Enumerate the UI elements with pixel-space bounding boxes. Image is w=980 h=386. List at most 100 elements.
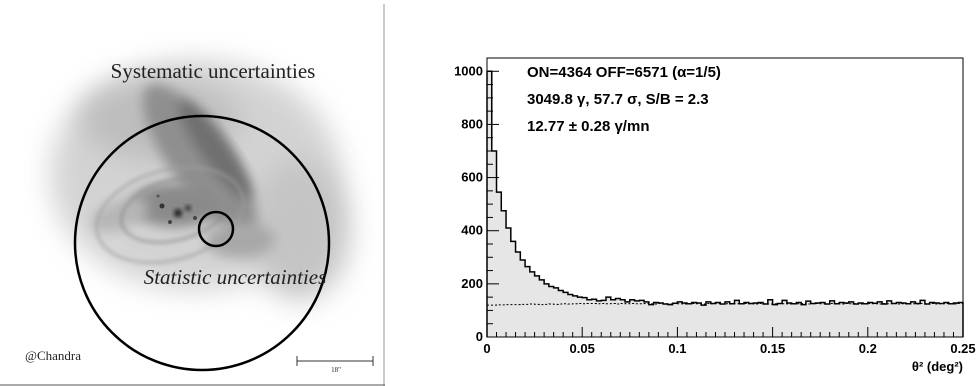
histogram-bin [667,304,674,337]
stats-box: ON=4364 OFF=6571 (α=1/5) 3049.8 γ, 57.7 … [527,64,721,135]
histogram-bin [725,301,731,337]
nebula-panel: Systematic uncertainties Statistic uncer… [0,0,385,386]
histogram-bin [691,302,697,337]
histogram-bin [644,301,650,337]
histogram-bin [586,299,593,337]
histogram-bin [815,302,821,337]
histogram-bin [639,300,645,337]
histogram-bin [939,303,945,337]
x-tick-label: 0.05 [570,341,595,356]
histogram-bin [782,300,788,337]
histogram-bin [763,304,769,337]
x-tick-label: 0.1 [668,341,686,356]
x-axis-title: θ² (deg²) [912,359,963,374]
systematic-circle [73,114,331,372]
histogram-bin [824,304,831,337]
histogram-bin [648,304,654,337]
y-tick-label: 400 [461,223,483,238]
histogram-bin [539,279,545,337]
histogram-bin [491,151,497,337]
histogram-bin [567,294,574,337]
histogram-bin [534,275,540,337]
histogram-bin [886,300,892,337]
histogram-bin [715,302,721,337]
on-source-histogram-line [486,70,964,337]
histogram-bin [601,300,607,337]
histogram-bin [748,303,754,337]
scale-bar: 18" [296,356,374,374]
histogram-bin [801,304,807,337]
scale-bar-label: 18" [331,366,341,374]
histogram-bin [924,304,931,337]
histogram-bin [810,303,816,337]
histogram-bin [758,302,764,337]
chandra-credit: @Chandra [25,348,81,363]
histogram-bin [525,266,531,337]
histogram-bin [791,303,797,337]
histogram-bin [582,297,588,337]
histogram-bin [744,302,750,337]
histogram-bin [834,303,840,337]
histogram-bin [596,300,602,337]
histogram-bin [915,303,921,337]
histogram-bin [839,302,845,337]
histogram-bin [848,301,854,337]
histogram-bin [777,303,783,337]
nebula-image [50,60,350,300]
y-axis: 0 200 400 600 800 1000 [454,57,499,344]
histogram-bin [934,302,940,337]
x-tick-label: 0 [483,341,490,356]
histogram-bin [943,302,950,337]
histogram-bin [510,241,516,337]
histogram-bin [739,303,745,337]
histogram-bin [772,304,778,337]
stats-line-1: ON=4364 OFF=6571 (α=1/5) [527,64,721,81]
histogram-bin [705,301,712,337]
histogram-bin [677,301,683,337]
x-tick-label: 0.2 [859,341,877,356]
histogram-bin [625,301,631,337]
histogram-bin [701,305,707,337]
histogram-bin [672,303,678,337]
histogram-bin [901,302,907,337]
histogram-bin [553,287,559,337]
histogram-bin [520,259,526,337]
y-tick-label: 1000 [454,63,483,78]
histogram-bin [929,302,935,337]
histogram-bin [506,228,512,337]
theta2-histogram: 0 200 400 600 800 1000 0 0.05 0.1 0.15 0.2 0.25 θ²… [454,57,976,374]
histogram-bin [653,302,659,337]
histogram-bin [577,297,583,337]
histogram-bin [515,251,521,337]
x-tick-label: 0.25 [950,341,975,356]
histogram-bin [544,283,550,337]
histogram-bin [548,286,555,337]
off-background-dotted-line [487,303,963,306]
y-tick-label: 200 [461,276,483,291]
y-tick-label: 600 [461,170,483,185]
x-axis: 0 0.05 0.1 0.15 0.2 0.25 [483,327,976,356]
histogram-bin [958,302,964,337]
histogram-bin [953,302,959,337]
histogram-bin [844,302,850,337]
statistic-label: Statistic uncertainties [144,265,327,289]
histogram-bin [896,302,902,337]
histogram-bin [863,303,869,337]
histogram-bin [634,300,640,337]
histogram-bin [767,299,773,337]
histogram-bin [734,300,740,337]
histogram-bin [867,302,873,337]
histogram-bin [872,303,878,337]
histogram-bin [591,299,597,337]
histogram-bin [786,302,793,337]
x-tick-label: 0.15 [760,341,785,356]
histogram-bin [606,297,612,337]
histogram-bin [829,300,835,337]
histogram-bin [572,295,578,337]
histogram-bin [877,301,883,337]
histogram-bin [529,271,535,337]
histogram-bin [682,302,688,337]
histogram-bins [487,71,964,338]
y-tick-label: 0 [476,329,483,344]
histogram-bin [610,299,616,337]
